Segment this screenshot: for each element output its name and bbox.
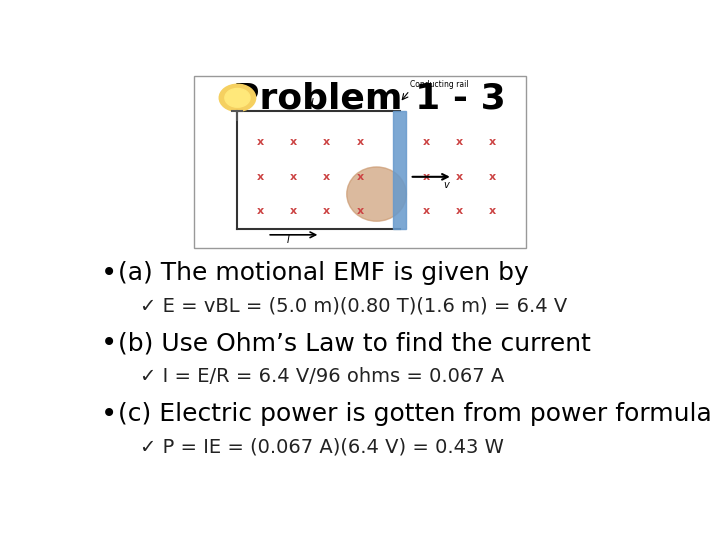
Text: (b) Use Ohm’s Law to find the current: (b) Use Ohm’s Law to find the current (118, 332, 591, 355)
Text: x: x (290, 172, 297, 182)
Text: x: x (257, 172, 264, 182)
Text: v: v (443, 180, 449, 190)
Text: x: x (323, 206, 330, 217)
Text: Conducting rail: Conducting rail (410, 80, 468, 89)
Circle shape (220, 84, 256, 111)
Bar (393, 111, 406, 228)
Text: x: x (257, 137, 264, 147)
Text: x: x (423, 206, 430, 217)
Text: I: I (287, 235, 290, 246)
Text: ✓ I = E/R = 6.4 V/96 ohms = 0.067 A: ✓ I = E/R = 6.4 V/96 ohms = 0.067 A (140, 367, 505, 386)
Text: •: • (101, 259, 117, 287)
Text: x: x (423, 137, 430, 147)
Text: •: • (101, 400, 117, 428)
Ellipse shape (347, 167, 406, 221)
Text: x: x (489, 206, 496, 217)
Text: •: • (101, 329, 117, 357)
Text: x: x (356, 172, 364, 182)
Text: I: I (310, 98, 313, 109)
Text: ✓ P = IE = (0.067 A)(6.4 V) = 0.43 W: ✓ P = IE = (0.067 A)(6.4 V) = 0.43 W (140, 438, 504, 457)
Text: Problem 1 - 3: Problem 1 - 3 (233, 82, 505, 116)
Text: x: x (456, 137, 463, 147)
Text: x: x (323, 172, 330, 182)
Text: x: x (489, 137, 496, 147)
Text: x: x (290, 137, 297, 147)
Text: x: x (456, 172, 463, 182)
Text: (c) Electric power is gotten from power formula: (c) Electric power is gotten from power … (118, 402, 711, 426)
Text: ✓ E = vBL = (5.0 m)(0.80 T)(1.6 m) = 6.4 V: ✓ E = vBL = (5.0 m)(0.80 T)(1.6 m) = 6.4… (140, 296, 567, 315)
Text: x: x (323, 137, 330, 147)
Text: x: x (489, 172, 496, 182)
Text: x: x (456, 206, 463, 217)
Text: x: x (290, 206, 297, 217)
Text: x: x (257, 206, 264, 217)
Text: x: x (423, 172, 430, 182)
Text: (a) The motional EMF is given by: (a) The motional EMF is given by (118, 261, 528, 285)
Text: x: x (356, 206, 364, 217)
Circle shape (225, 89, 250, 107)
Text: x: x (356, 137, 364, 147)
